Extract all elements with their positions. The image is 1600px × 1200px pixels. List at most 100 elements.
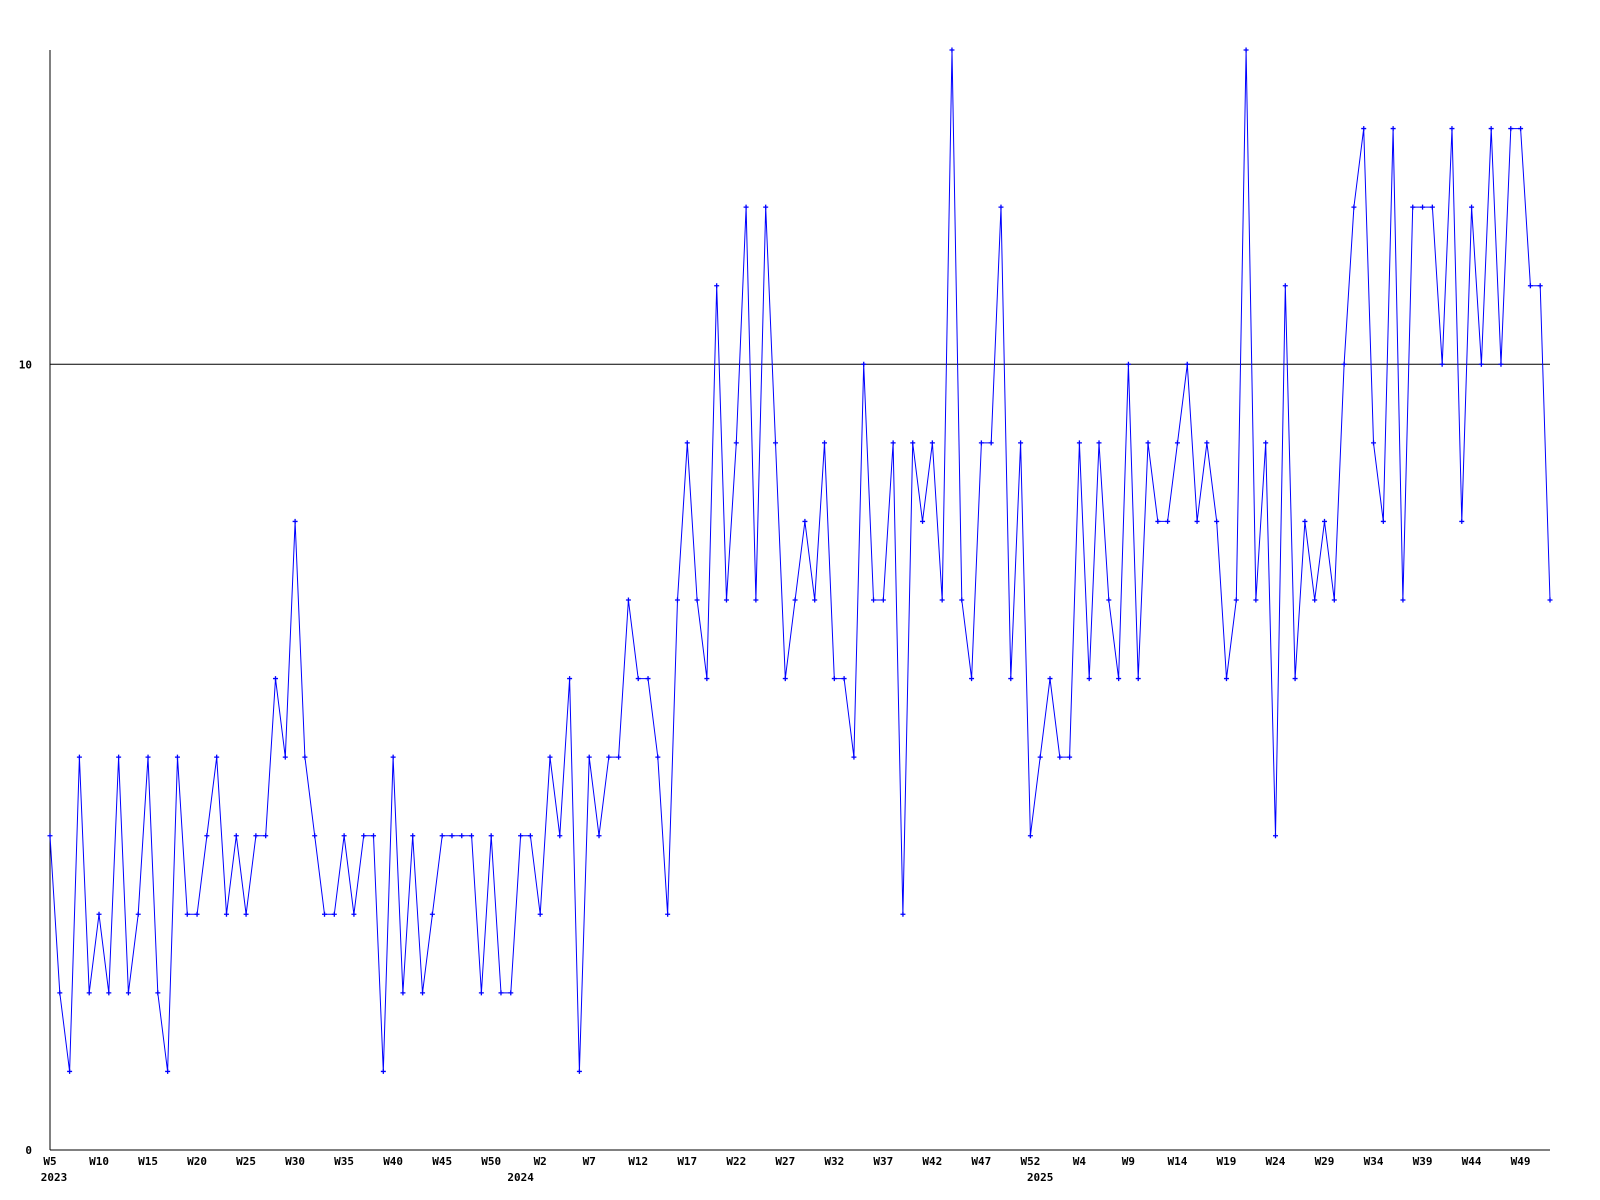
- data-point: [1390, 126, 1396, 132]
- year-label: 2025: [1027, 1171, 1054, 1184]
- x-tick-label: W35: [334, 1155, 354, 1168]
- data-point: [390, 754, 396, 760]
- x-tick-label: W30: [285, 1155, 305, 1168]
- data-point: [312, 833, 318, 839]
- data-point: [949, 47, 955, 53]
- x-tick-label: W32: [824, 1155, 844, 1168]
- data-point: [1292, 676, 1298, 682]
- data-point: [1272, 833, 1278, 839]
- data-point: [96, 911, 102, 917]
- data-point: [1263, 440, 1269, 446]
- data-points: [47, 47, 1553, 1074]
- data-point: [429, 911, 435, 917]
- x-tick-label: W40: [383, 1155, 403, 1168]
- x-tick-label: W45: [432, 1155, 452, 1168]
- series-line: [49, 49, 1551, 1072]
- data-point: [596, 833, 602, 839]
- x-tick-label: W7: [583, 1155, 596, 1168]
- data-point: [331, 911, 337, 917]
- data-point: [753, 597, 759, 603]
- x-tick-label: W34: [1364, 1155, 1384, 1168]
- data-point: [498, 990, 504, 996]
- data-point: [223, 911, 229, 917]
- data-point: [1400, 597, 1406, 603]
- data-point: [380, 1068, 386, 1074]
- data-point: [1518, 126, 1524, 132]
- data-point: [1076, 440, 1082, 446]
- data-point: [841, 676, 847, 682]
- data-point: [174, 754, 180, 760]
- data-point: [1537, 283, 1543, 289]
- data-point: [292, 518, 298, 524]
- data-point: [439, 833, 445, 839]
- data-point: [449, 833, 455, 839]
- data-point: [1459, 518, 1465, 524]
- data-point: [1380, 518, 1386, 524]
- data-point: [1243, 47, 1249, 53]
- data-point: [1312, 597, 1318, 603]
- data-point: [1253, 597, 1259, 603]
- x-tick-label: W37: [873, 1155, 893, 1168]
- data-point: [1057, 754, 1063, 760]
- x-tick-label: W2: [534, 1155, 547, 1168]
- data-point: [763, 204, 769, 210]
- data-point: [165, 1068, 171, 1074]
- data-point: [910, 440, 916, 446]
- data-point: [1135, 676, 1141, 682]
- data-point: [488, 833, 494, 839]
- x-tick-label: W9: [1122, 1155, 1135, 1168]
- x-tick-label: W15: [138, 1155, 158, 1168]
- y-tick-labels: 0 10: [19, 358, 32, 1157]
- x-tick-labels: W5 W10 W15 W20 W25 W30 W35 W40 W45 W50 W2 W7 W12 W17 W…: [43, 1155, 1530, 1168]
- data-point: [674, 597, 680, 603]
- data-point: [1047, 676, 1053, 682]
- data-point: [1508, 126, 1514, 132]
- data-point: [263, 833, 269, 839]
- data-point: [459, 833, 465, 839]
- data-point: [1322, 518, 1328, 524]
- data-point: [1410, 204, 1416, 210]
- x-tick-label: W5: [43, 1155, 56, 1168]
- data-point: [1351, 204, 1357, 210]
- data-point: [772, 440, 778, 446]
- data-point: [469, 833, 475, 839]
- data-point: [998, 204, 1004, 210]
- data-point: [1429, 204, 1435, 210]
- data-point: [1233, 597, 1239, 603]
- y-tick-label: 0: [25, 1144, 32, 1157]
- data-point: [361, 833, 367, 839]
- data-point: [929, 440, 935, 446]
- data-point: [204, 833, 210, 839]
- data-point: [371, 833, 377, 839]
- data-point: [194, 911, 200, 917]
- data-point: [302, 754, 308, 760]
- data-point: [1037, 754, 1043, 760]
- data-point: [655, 754, 661, 760]
- data-point: [1204, 440, 1210, 446]
- x-tick-label: W29: [1315, 1155, 1335, 1168]
- data-point: [576, 1068, 582, 1074]
- data-point: [665, 911, 671, 917]
- data-point: [420, 990, 426, 996]
- data-point: [1174, 440, 1180, 446]
- data-point: [410, 833, 416, 839]
- data-point: [1282, 283, 1288, 289]
- data-point: [1478, 361, 1484, 367]
- x-tick-label: W4: [1073, 1155, 1087, 1168]
- data-point: [988, 440, 994, 446]
- data-point: [635, 676, 641, 682]
- data-point: [625, 597, 631, 603]
- data-point: [567, 676, 573, 682]
- data-point: [851, 754, 857, 760]
- data-point: [67, 1068, 73, 1074]
- data-point: [1449, 126, 1455, 132]
- data-point: [282, 754, 288, 760]
- data-point: [1341, 361, 1347, 367]
- x-tick-label: W49: [1511, 1155, 1531, 1168]
- year-labels: 2023 2024 2025: [41, 1171, 1054, 1184]
- data-point: [1469, 204, 1475, 210]
- data-point: [1223, 676, 1229, 682]
- data-point: [86, 990, 92, 996]
- x-tick-label: W12: [628, 1155, 648, 1168]
